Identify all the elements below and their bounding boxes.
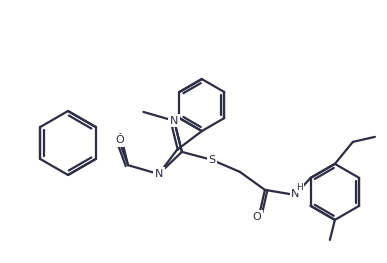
Text: N: N: [170, 116, 178, 126]
Text: S: S: [208, 155, 216, 165]
Text: N: N: [155, 169, 163, 179]
Text: N: N: [291, 189, 299, 199]
Text: H: H: [296, 183, 303, 192]
Text: O: O: [116, 135, 125, 145]
Text: O: O: [252, 212, 261, 222]
